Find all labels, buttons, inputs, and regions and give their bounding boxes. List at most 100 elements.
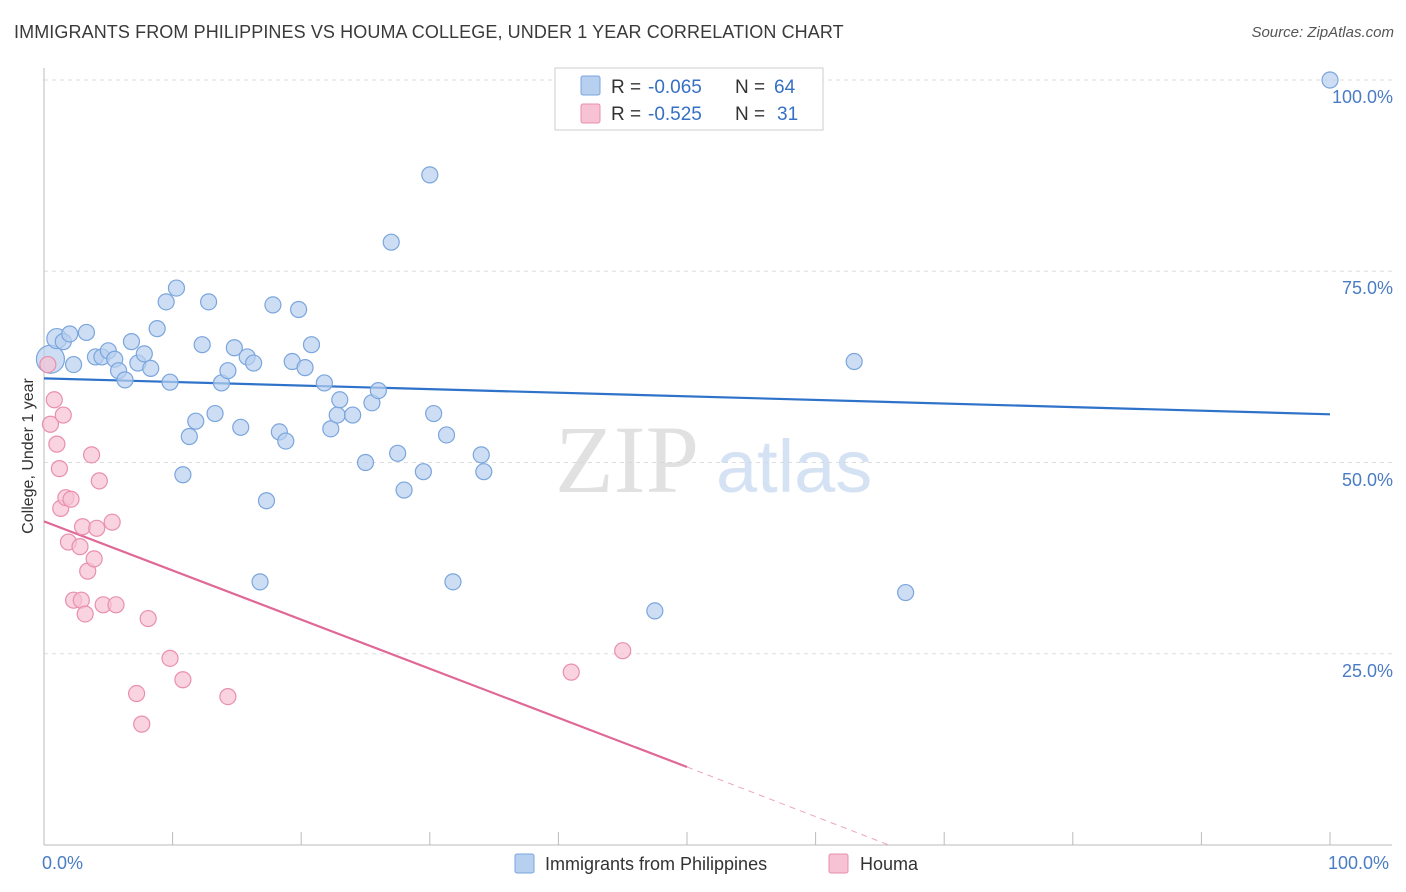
trend-line-extension-pink [686, 766, 890, 846]
data-point-blue-11 [116, 371, 134, 389]
data-point-blue-40 [302, 336, 321, 354]
x-tick-label-min: 0.0% [42, 853, 83, 873]
data-point-blue-27 [219, 362, 237, 380]
data-point-pink-28 [219, 687, 237, 706]
data-point-pink-27 [174, 671, 192, 689]
data-point-blue-32 [251, 573, 269, 591]
legend-n-value-blue: 64 [774, 77, 796, 98]
data-point-blue-25 [206, 404, 224, 423]
data-point-blue-23 [193, 336, 211, 354]
data-point-pink-30 [614, 642, 632, 660]
data-point-pink-19 [90, 472, 108, 490]
watermark-atlas: atlas [716, 425, 872, 508]
data-point-blue-17 [157, 293, 175, 311]
data-point-blue-55 [437, 426, 456, 444]
legend-n-label-blue: N = [735, 77, 765, 98]
data-point-blue-31 [245, 354, 263, 372]
data-point-blue-60 [845, 352, 863, 371]
data-point-blue-49 [382, 233, 400, 251]
data-point-blue-22 [187, 412, 205, 430]
series-philippines [35, 71, 1339, 620]
data-point-blue-5 [77, 323, 96, 342]
legend-n-label-pink: N = [735, 104, 765, 125]
data-point-pink-2 [45, 391, 63, 409]
data-point-blue-42 [322, 420, 340, 438]
data-point-blue-16 [148, 320, 166, 338]
data-point-pink-22 [107, 596, 125, 614]
data-point-blue-46 [356, 453, 375, 472]
data-point-blue-54 [425, 404, 443, 423]
data-point-blue-3 [61, 325, 79, 343]
legend-r-label-pink: R = [611, 104, 641, 125]
data-point-pink-14 [76, 605, 94, 623]
data-point-blue-57 [472, 446, 490, 464]
bottom-legend-label-philippines: Immigrants from Philippines [545, 854, 767, 874]
bottom-legend-label-houma: Houma [860, 854, 919, 874]
y-tick-label-75: 75.0% [1342, 278, 1393, 298]
legend: R = -0.065 N = 64 R = -0.525 N = 31 [554, 67, 824, 131]
data-point-pink-24 [133, 715, 151, 733]
y-tick-label-50: 50.0% [1342, 470, 1393, 490]
data-point-blue-33 [257, 492, 276, 510]
axes [43, 68, 1392, 846]
legend-n-value-pink: 31 [777, 104, 798, 125]
data-point-blue-24 [200, 293, 218, 311]
data-point-blue-15 [142, 359, 160, 378]
chart-title: IMMIGRANTS FROM PHILIPPINES VS HOUMA COL… [14, 22, 844, 42]
data-point-blue-19 [167, 279, 186, 297]
trend-line-pink [43, 520, 688, 768]
data-point-blue-34 [264, 296, 282, 314]
data-point-pink-21 [103, 513, 121, 531]
data-point-pink-17 [85, 550, 103, 568]
data-point-blue-18 [161, 373, 179, 391]
series-houma [39, 355, 632, 733]
bottom-legend-swatch-blue [514, 853, 535, 874]
data-point-pink-29 [562, 663, 580, 681]
data-point-pink-9 [62, 490, 80, 508]
x-tick-label-max: 100.0% [1328, 853, 1389, 873]
data-point-pink-26 [161, 649, 179, 667]
data-point-pink-16 [82, 446, 101, 464]
data-point-blue-58 [475, 463, 493, 481]
data-point-blue-28 [225, 339, 243, 357]
data-point-blue-51 [395, 481, 413, 499]
bottom-legend: Immigrants from Philippines Houma [514, 853, 919, 874]
data-point-pink-11 [71, 538, 89, 556]
data-point-pink-0 [39, 355, 57, 374]
legend-r-label-blue: R = [611, 77, 641, 98]
y-tick-labels: 25.0% 50.0% 75.0% 100.0% [1332, 87, 1393, 681]
data-point-pink-6 [54, 406, 72, 424]
data-point-blue-41 [315, 374, 333, 392]
data-point-blue-39 [296, 359, 314, 377]
data-point-pink-1 [41, 415, 60, 433]
y-tick-label-100: 100.0% [1332, 87, 1393, 107]
data-point-pink-25 [139, 609, 157, 628]
data-point-blue-20 [174, 466, 192, 484]
data-point-blue-38 [290, 300, 308, 319]
data-point-blue-45 [344, 406, 362, 424]
data-point-blue-53 [421, 166, 439, 184]
data-point-blue-36 [277, 432, 295, 450]
legend-r-value-blue: -0.065 [648, 77, 702, 98]
data-point-blue-59 [646, 602, 664, 620]
legend-r-value-pink: -0.525 [648, 104, 702, 125]
grid-lines [44, 79, 1392, 655]
data-point-blue-44 [331, 391, 349, 409]
data-point-blue-62 [1321, 71, 1339, 89]
data-point-blue-61 [897, 583, 915, 602]
data-point-pink-23 [127, 684, 146, 703]
legend-swatch-blue [580, 75, 601, 96]
data-point-blue-14 [135, 345, 153, 363]
data-point-blue-21 [180, 427, 198, 446]
bottom-legend-swatch-pink [828, 853, 849, 874]
data-point-blue-52 [414, 463, 432, 481]
trend-lines [43, 377, 1331, 846]
watermark-zip: ZIP [555, 406, 699, 513]
data-point-pink-18 [88, 519, 106, 537]
data-point-blue-48 [369, 381, 387, 400]
legend-swatch-pink [580, 103, 601, 124]
y-axis-label: College, Under 1 year [20, 378, 37, 534]
y-tick-label-25: 25.0% [1342, 661, 1393, 681]
data-point-blue-50 [389, 444, 407, 462]
